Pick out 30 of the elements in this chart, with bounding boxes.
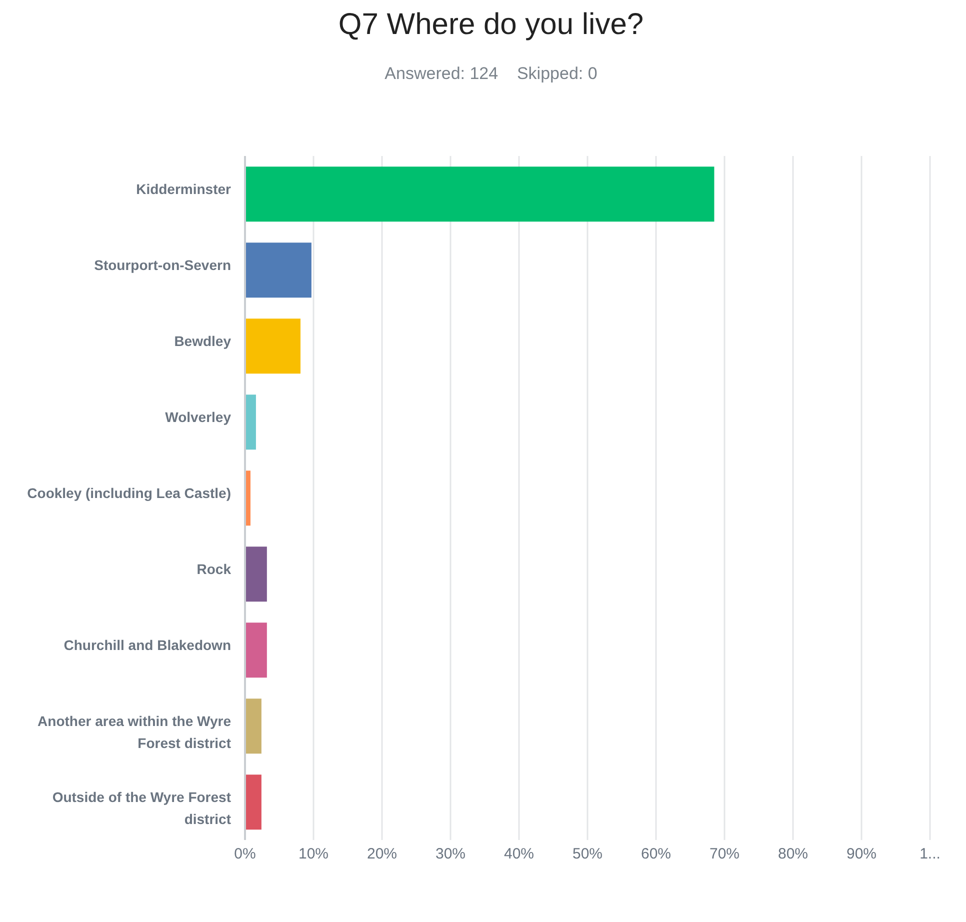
x-tick-label: 60%	[640, 846, 672, 863]
y-tick-label: Kidderminster	[136, 181, 232, 197]
x-tick-label: 40%	[504, 846, 534, 863]
x-tick-label: 0%	[234, 846, 256, 863]
y-tick-label: Wolverley	[165, 409, 232, 425]
x-tick-label: 80%	[778, 846, 808, 863]
chart-subtitle: Answered: 124 Skipped: 0	[384, 64, 598, 84]
y-tick-label: Bewdley	[174, 333, 232, 349]
chart-title: Q7 Where do you live?	[337, 8, 645, 42]
x-tick-label: 50%	[572, 846, 603, 863]
x-tick-label: 30%	[435, 846, 466, 863]
y-tick-label: Cookley (including Lea Castle)	[27, 485, 231, 501]
bar	[245, 622, 267, 678]
y-tick-label: Another area within the Wyre Forest district	[38, 713, 232, 751]
x-tick-label: 20%	[366, 846, 398, 863]
x-tick-label: 70%	[709, 846, 740, 863]
bar	[245, 242, 312, 298]
bar	[245, 394, 256, 450]
y-tick-label: Rock	[196, 561, 232, 577]
bar	[245, 774, 262, 830]
bar	[245, 318, 300, 374]
x-tick-label: 1...	[920, 846, 940, 863]
y-tick-label: Stourport-on-Severn	[94, 257, 231, 273]
y-tick-label: Outside of the Wyre Forest district	[52, 789, 232, 827]
bar	[245, 546, 267, 602]
x-tick-label: 90%	[846, 846, 877, 863]
bar	[245, 166, 714, 222]
y-tick-label: Churchill and Blakedown	[64, 637, 231, 653]
bar	[245, 698, 262, 754]
x-tick-label: 10%	[298, 846, 329, 863]
